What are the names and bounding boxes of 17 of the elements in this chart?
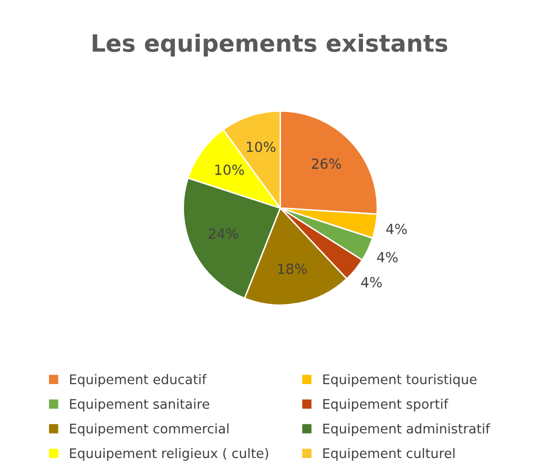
legend-label: Equipement sportif bbox=[323, 398, 448, 412]
data-label: 18% bbox=[278, 264, 307, 274]
data-label: 24% bbox=[208, 228, 238, 239]
data-label: 10% bbox=[215, 164, 244, 176]
legend-label: Equuipement religieux ( culte) bbox=[70, 448, 268, 461]
legend-label: Equipement culturel bbox=[323, 448, 454, 461]
data-label: 26% bbox=[312, 158, 341, 169]
legend-label: Equipement educatif bbox=[70, 374, 207, 387]
legend-label: Equipement administratif bbox=[323, 423, 490, 436]
data-label: 4% bbox=[386, 224, 407, 234]
legend-label: Equipement sanitaire bbox=[70, 398, 210, 412]
data-label: 4% bbox=[361, 277, 382, 288]
legend-label: Equipement commercial bbox=[70, 423, 228, 436]
legend-label: Equipement touristique bbox=[323, 374, 477, 387]
data-label: 4% bbox=[377, 252, 398, 262]
chart-title: Les equipements existants bbox=[92, 34, 448, 57]
data-label: 10% bbox=[246, 142, 276, 152]
